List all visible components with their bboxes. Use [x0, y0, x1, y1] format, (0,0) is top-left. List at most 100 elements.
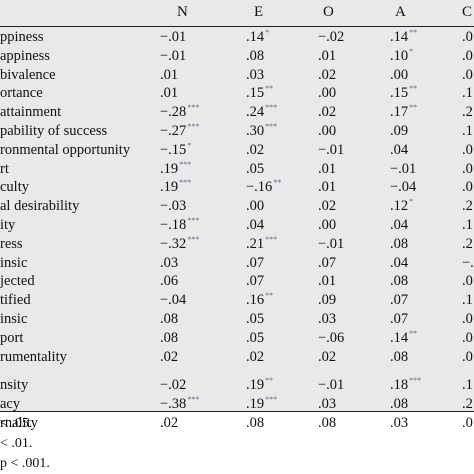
- table-cell: .02: [318, 104, 336, 121]
- table-cell: .0: [462, 330, 473, 347]
- cell-value: .06: [160, 273, 179, 290]
- significance-marker: *: [409, 197, 414, 207]
- table-cell: .04: [390, 217, 408, 234]
- table-row: port .08 .05 −.06 .14** .0: [0, 329, 474, 349]
- cell-value: .19: [160, 179, 179, 196]
- row-label: acy: [0, 396, 21, 413]
- row-label: al desirability: [0, 198, 80, 215]
- cell-value: .0: [462, 160, 473, 177]
- table-cell: −.18***: [160, 216, 199, 234]
- table-cell: .00: [318, 123, 336, 140]
- table-cell: −.01: [390, 161, 416, 178]
- table-cell: −.15*: [160, 140, 192, 159]
- cell-value: .01: [318, 160, 337, 177]
- table-cell: .07: [246, 273, 264, 290]
- significance-marker: ***: [187, 395, 200, 405]
- column-header-e: E: [254, 4, 264, 20]
- cell-value: .0: [462, 66, 473, 83]
- table-cell: −.04: [390, 179, 416, 196]
- table-cell: .21***: [246, 234, 278, 253]
- table-cell: .07: [390, 292, 408, 309]
- column-header-n: N: [177, 4, 189, 20]
- cell-value: .08: [390, 396, 409, 413]
- row-label: appiness: [0, 47, 50, 64]
- cell-value: .18: [390, 377, 409, 394]
- cell-value: .19: [246, 377, 265, 394]
- row-label: bivalence: [0, 66, 56, 83]
- table-row: tified −.04 .16** .09 .07 .1: [0, 291, 474, 311]
- cell-value: −.01: [160, 47, 187, 64]
- significance-marker: **: [409, 103, 418, 113]
- table-row: ress −.32*** .21*** −.01.08.2: [0, 234, 474, 255]
- significance-marker: *: [187, 140, 192, 150]
- table-row: jected .06 .07 .01 .08 .0: [0, 273, 474, 292]
- cell-value: .1: [462, 217, 473, 233]
- table-cell: −.01: [318, 377, 344, 394]
- significance-marker: *: [265, 28, 270, 37]
- cell-value: −.16: [246, 179, 273, 196]
- table-cell: .2: [462, 236, 473, 253]
- cell-value: −.18: [160, 217, 187, 233]
- table-cell: .19***: [160, 178, 191, 196]
- row-label: rnality: [0, 415, 38, 431]
- significance-marker: ***: [265, 234, 278, 244]
- cell-value: .08: [160, 311, 179, 327]
- significance-marker: ***: [265, 395, 278, 405]
- table-cell: −.02: [160, 377, 186, 394]
- row-label: insic: [0, 254, 28, 271]
- cell-value: .03: [160, 254, 179, 271]
- cell-value: −.01: [160, 29, 187, 45]
- cell-value: .00: [318, 85, 337, 102]
- table-cell: .08: [390, 349, 408, 366]
- cell-value: .0: [462, 141, 473, 158]
- cell-value: .01: [318, 273, 337, 290]
- table-cell: .02: [246, 349, 264, 366]
- cell-value: .02: [160, 415, 179, 431]
- cell-value: .16: [246, 292, 265, 309]
- table-cell: .02: [160, 415, 178, 432]
- row-label: nsity: [0, 377, 29, 394]
- table-row: ity −.18*** .04 .00 .04 .1: [0, 216, 474, 236]
- cell-value: .0: [462, 29, 473, 45]
- cell-value: .01: [160, 66, 179, 83]
- table-cell: .0: [462, 142, 473, 159]
- cell-value: .14: [246, 29, 265, 45]
- table-cell: .08: [160, 330, 178, 347]
- cell-value: −.03: [160, 198, 187, 215]
- cell-value: .15: [246, 85, 265, 102]
- table-cell: .01: [160, 85, 178, 102]
- cell-value: −.2: [462, 254, 474, 271]
- cell-value: −.04: [390, 179, 417, 196]
- table-cell: .19***: [246, 395, 278, 413]
- cell-value: .2: [462, 104, 473, 121]
- cell-value: .08: [160, 329, 179, 346]
- table-cell: .14*: [246, 28, 270, 46]
- row-label: rt: [0, 160, 9, 177]
- table-row: ortance .01.15** .00.15** .1: [0, 84, 474, 104]
- cell-value: .17: [390, 104, 409, 121]
- row-label: ppiness: [0, 29, 44, 45]
- table-cell: .03: [246, 67, 264, 84]
- cell-value: .0: [462, 311, 473, 327]
- row-label: culty: [0, 179, 29, 196]
- row-label: jected: [0, 273, 35, 290]
- cell-value: .02: [318, 104, 337, 121]
- table-cell: .02: [318, 349, 336, 366]
- footnote-p05: < .05.: [0, 416, 33, 431]
- table-row: appiness −.01 .08 .01 .10* .0: [0, 47, 474, 67]
- cell-value: .07: [390, 292, 409, 309]
- cell-value: .24: [246, 104, 265, 121]
- table-row: rnality .02 .08 .08 .03 .0: [0, 415, 474, 434]
- table-cell: .02: [246, 142, 264, 159]
- cell-value: −.28: [160, 104, 187, 121]
- table-cell: −.38***: [160, 395, 200, 413]
- table-cell: −.01: [160, 48, 186, 65]
- table-cell: −.01: [318, 236, 344, 253]
- table-cell: .0: [462, 179, 473, 196]
- significance-marker: **: [265, 376, 274, 386]
- table-cell: .03: [390, 415, 408, 432]
- cell-value: .05: [246, 329, 265, 346]
- cell-value: .19: [160, 160, 179, 177]
- cell-value: .00: [318, 217, 337, 233]
- footnote-p01: < .01.: [0, 436, 33, 451]
